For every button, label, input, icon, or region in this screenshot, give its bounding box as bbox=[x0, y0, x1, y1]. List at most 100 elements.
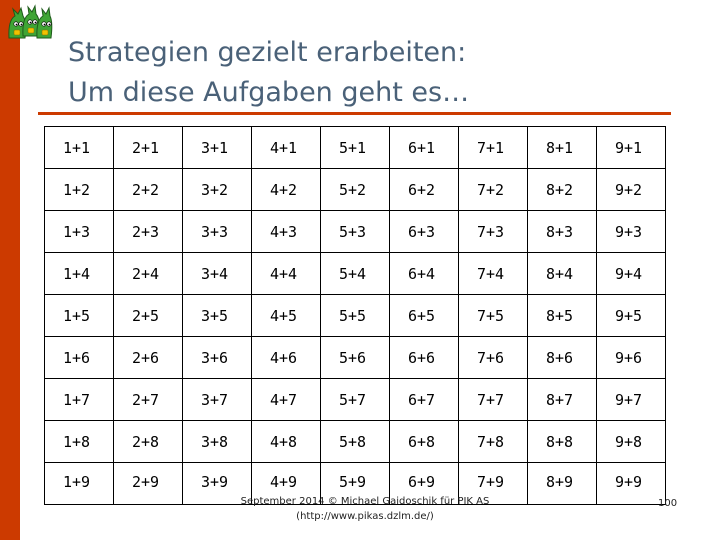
table-cell: 4+8 bbox=[251, 420, 321, 463]
table-cell: 5+9 bbox=[320, 462, 390, 505]
table-cell: 5+8 bbox=[320, 420, 390, 463]
slide-title: Strategien gezielt erarbeiten: Um diese … bbox=[68, 33, 469, 113]
table-cell: 1+9 bbox=[44, 462, 114, 505]
logo-icon bbox=[8, 4, 53, 39]
table-cell: 5+6 bbox=[320, 336, 390, 379]
table-cell: 7+5 bbox=[458, 294, 528, 337]
table-cell: 6+9 bbox=[389, 462, 459, 505]
table-cell: 5+3 bbox=[320, 210, 390, 253]
table-cell: 9+2 bbox=[596, 168, 666, 211]
table-cell: 1+5 bbox=[44, 294, 114, 337]
table-cell: 7+3 bbox=[458, 210, 528, 253]
table-cell: 3+3 bbox=[182, 210, 252, 253]
table-cell: 8+2 bbox=[527, 168, 597, 211]
addition-table-body: 1+1 2+1 3+1 4+1 5+1 6+1 7+1 8+1 9+1 1+2 2+2 3+2 4+2 5… bbox=[44, 126, 666, 505]
table-cell: 7+2 bbox=[458, 168, 528, 211]
table-cell: 4+3 bbox=[251, 210, 321, 253]
footer-line-1: September 2014 © Michael Gaidoschik für … bbox=[240, 496, 490, 507]
table-cell: 2+9 bbox=[113, 462, 183, 505]
title-line-2: Um diese Aufgaben geht es… bbox=[68, 77, 470, 108]
table-cell: 7+8 bbox=[458, 420, 528, 463]
table-cell: 6+5 bbox=[389, 294, 459, 337]
footer-line-2: (http://www.pikas.dzlm.de/) bbox=[296, 511, 434, 522]
table-cell: 6+1 bbox=[389, 126, 459, 169]
table-cell: 7+7 bbox=[458, 378, 528, 421]
table-cell: 7+6 bbox=[458, 336, 528, 379]
table-cell: 7+4 bbox=[458, 252, 528, 295]
table-cell: 8+7 bbox=[527, 378, 597, 421]
table-row: 1+7 2+7 3+7 4+7 5+7 6+7 7+7 8+7 9+7 bbox=[44, 378, 666, 421]
table-cell: 3+8 bbox=[182, 420, 252, 463]
table-cell: 9+3 bbox=[596, 210, 666, 253]
table-cell: 1+8 bbox=[44, 420, 114, 463]
table-cell: 5+2 bbox=[320, 168, 390, 211]
table-cell: 5+7 bbox=[320, 378, 390, 421]
table-cell: 2+2 bbox=[113, 168, 183, 211]
addition-table: 1+1 2+1 3+1 4+1 5+1 6+1 7+1 8+1 9+1 1+2 2+2 3+2 4+2 5… bbox=[44, 126, 666, 505]
table-cell: 4+6 bbox=[251, 336, 321, 379]
table-cell: 9+7 bbox=[596, 378, 666, 421]
table-row: 1+2 2+2 3+2 4+2 5+2 6+2 7+2 8+2 9+2 bbox=[44, 168, 666, 211]
table-cell: 8+3 bbox=[527, 210, 597, 253]
table-cell: 4+1 bbox=[251, 126, 321, 169]
table-cell: 8+5 bbox=[527, 294, 597, 337]
table-cell: 2+8 bbox=[113, 420, 183, 463]
table-row: 1+1 2+1 3+1 4+1 5+1 6+1 7+1 8+1 9+1 bbox=[44, 126, 666, 169]
table-cell: 9+4 bbox=[596, 252, 666, 295]
table-cell: 2+6 bbox=[113, 336, 183, 379]
page-number: 100 bbox=[658, 498, 678, 509]
table-cell: 9+8 bbox=[596, 420, 666, 463]
table-cell: 2+4 bbox=[113, 252, 183, 295]
table-cell: 3+6 bbox=[182, 336, 252, 379]
table-cell: 1+7 bbox=[44, 378, 114, 421]
table-cell: 6+6 bbox=[389, 336, 459, 379]
table-cell: 1+2 bbox=[44, 168, 114, 211]
table-cell: 4+5 bbox=[251, 294, 321, 337]
table-cell: 9+9 bbox=[596, 462, 666, 505]
table-cell: 2+3 bbox=[113, 210, 183, 253]
table-cell: 1+4 bbox=[44, 252, 114, 295]
table-cell: 2+7 bbox=[113, 378, 183, 421]
table-cell: 1+1 bbox=[44, 126, 114, 169]
left-accent-bar bbox=[0, 0, 20, 540]
table-cell: 4+7 bbox=[251, 378, 321, 421]
table-cell: 7+1 bbox=[458, 126, 528, 169]
table-cell: 4+4 bbox=[251, 252, 321, 295]
table-cell: 3+5 bbox=[182, 294, 252, 337]
table-cell: 9+5 bbox=[596, 294, 666, 337]
table-row: 1+9 2+9 3+9 4+9 5+9 6+9 7+9 8+9 9+9 bbox=[44, 462, 666, 505]
table-cell: 9+1 bbox=[596, 126, 666, 169]
table-cell: 4+2 bbox=[251, 168, 321, 211]
table-cell: 8+9 bbox=[527, 462, 597, 505]
table-cell: 6+4 bbox=[389, 252, 459, 295]
table-cell: 8+8 bbox=[527, 420, 597, 463]
table-cell: 7+9 bbox=[458, 462, 528, 505]
table-cell: 8+1 bbox=[527, 126, 597, 169]
footer-credit: September 2014 © Michael Gaidoschik für … bbox=[225, 494, 505, 524]
table-cell: 3+7 bbox=[182, 378, 252, 421]
table-cell: 5+1 bbox=[320, 126, 390, 169]
table-cell: 2+5 bbox=[113, 294, 183, 337]
table-cell: 4+9 bbox=[251, 462, 321, 505]
table-cell: 5+4 bbox=[320, 252, 390, 295]
table-cell: 6+2 bbox=[389, 168, 459, 211]
title-line-1: Strategien gezielt erarbeiten: bbox=[68, 37, 467, 68]
table-cell: 3+2 bbox=[182, 168, 252, 211]
table-cell: 6+7 bbox=[389, 378, 459, 421]
table-cell: 1+6 bbox=[44, 336, 114, 379]
table-cell: 8+4 bbox=[527, 252, 597, 295]
table-cell: 1+3 bbox=[44, 210, 114, 253]
table-cell: 6+3 bbox=[389, 210, 459, 253]
table-cell: 8+6 bbox=[527, 336, 597, 379]
table-row: 1+6 2+6 3+6 4+6 5+6 6+6 7+6 8+6 9+6 bbox=[44, 336, 666, 379]
table-cell: 5+5 bbox=[320, 294, 390, 337]
table-cell: 9+6 bbox=[596, 336, 666, 379]
table-row: 1+3 2+3 3+3 4+3 5+3 6+3 7+3 8+3 9+3 bbox=[44, 210, 666, 253]
table-cell: 3+4 bbox=[182, 252, 252, 295]
table-cell: 2+1 bbox=[113, 126, 183, 169]
table-row: 1+8 2+8 3+8 4+8 5+8 6+8 7+8 8+8 9+8 bbox=[44, 420, 666, 463]
title-underline bbox=[38, 112, 671, 115]
table-cell: 3+1 bbox=[182, 126, 252, 169]
table-cell: 6+8 bbox=[389, 420, 459, 463]
table-row: 1+4 2+4 3+4 4+4 5+4 6+4 7+4 8+4 9+4 bbox=[44, 252, 666, 295]
